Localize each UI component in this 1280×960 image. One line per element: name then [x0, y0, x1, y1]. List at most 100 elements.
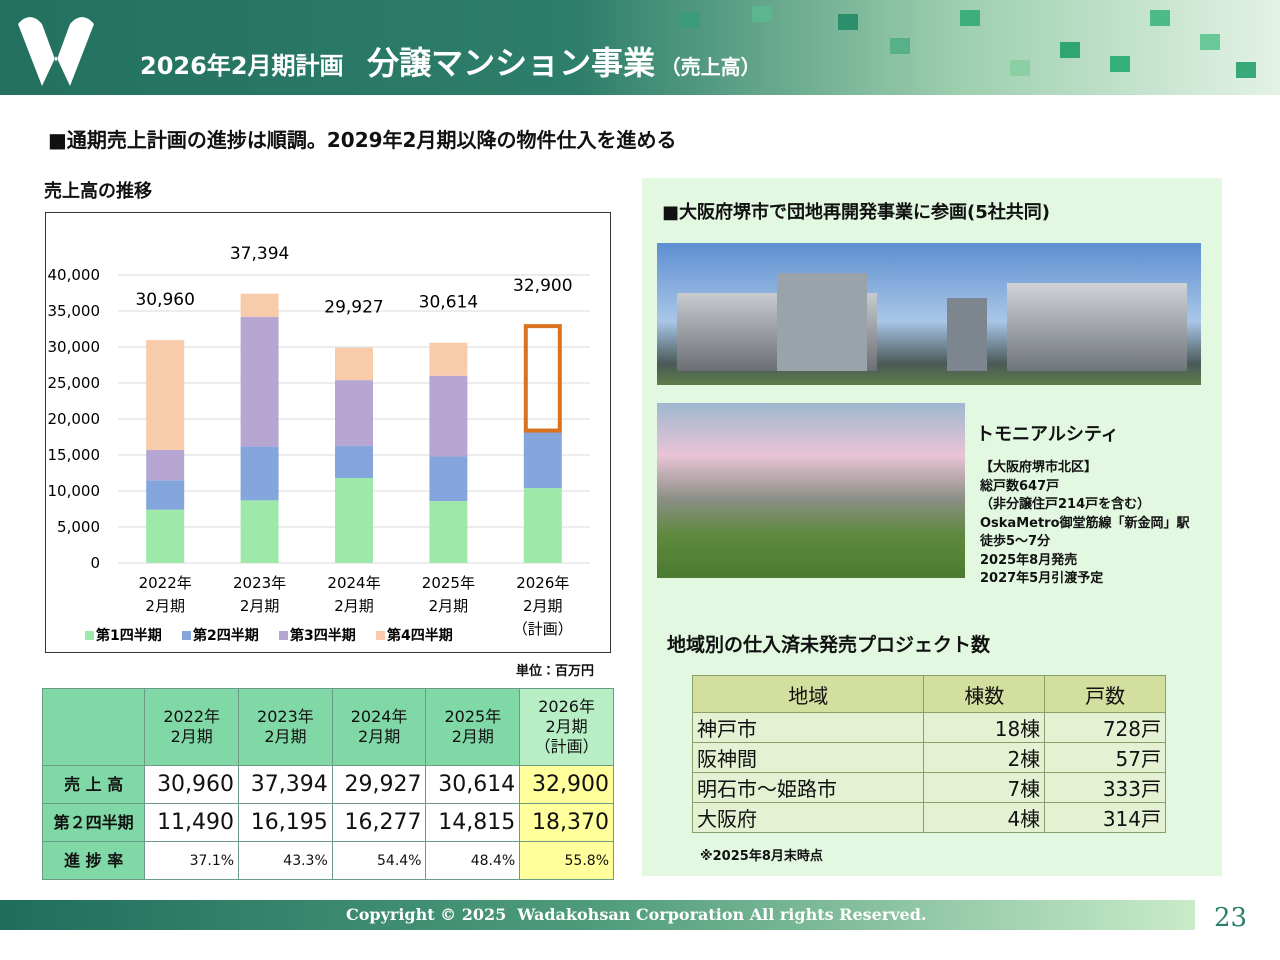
y-tick-label: 30,000	[48, 338, 101, 356]
legend-label: 第3四半期	[290, 627, 356, 644]
legend-swatch	[279, 631, 288, 640]
bar-segment	[335, 347, 373, 381]
total-label: 30,614	[419, 293, 478, 313]
table-cell: 32,900	[519, 765, 614, 804]
x-tick-label: 2023年	[233, 574, 286, 592]
total-label: 29,927	[324, 298, 383, 318]
column-header: 地域	[691, 675, 925, 713]
table-cell: 16,277	[331, 803, 427, 842]
table-cell: 54.4%	[331, 841, 427, 880]
column-header: 2023年 2月期	[238, 688, 333, 766]
bar-segment	[146, 480, 185, 510]
detail-line: 2025年8月発売	[980, 552, 1078, 568]
x-tick-label: （計画）	[513, 620, 573, 638]
project-details: 【大阪府堺市北区】 総戸数647戸 （非分譲住戸214戸を含む） OskaMetro御…	[980, 459, 1190, 589]
detail-line: （非分譲住戸214戸を含む）	[980, 497, 1151, 512]
y-tick-label: 35,000	[48, 302, 101, 320]
detail-line: 総戸数647戸	[980, 478, 1060, 494]
table-row: 第２四半期 11,490 16,195 16,277 14,815 18,370	[41, 803, 614, 842]
corner-cell	[41, 688, 146, 766]
column-header: 2025年 2月期	[425, 688, 521, 766]
header-line: 2月期	[451, 727, 494, 746]
legend-label: 第4四半期	[387, 627, 453, 644]
header-row: 地域 棟数 戸数	[691, 675, 1166, 713]
unit-note: 単位：百万円	[516, 664, 595, 679]
y-tick-label: 0	[90, 554, 100, 572]
header-line: 2023年	[257, 707, 314, 726]
table-cell: 43.3%	[238, 841, 333, 880]
bar-segment	[240, 316, 279, 447]
column-header: 2022年 2月期	[144, 688, 240, 766]
period: 2026年2月期計画	[140, 52, 344, 80]
total-label: 30,960	[135, 290, 194, 310]
x-tick-label: 2月期	[145, 597, 185, 615]
table-cell: 大阪府	[691, 802, 925, 833]
x-tick-label: 2026年	[516, 574, 569, 592]
row-label: 第２四半期	[41, 803, 146, 842]
region-note: ※2025年8月末時点	[700, 849, 823, 864]
table-cell: 11,490	[144, 803, 240, 842]
chart-frame	[45, 212, 611, 653]
header-line: 2025年	[444, 707, 502, 726]
bar-segment	[429, 501, 468, 563]
row-label: 売 上 高	[41, 765, 146, 804]
logo	[18, 17, 94, 86]
column-header: 棟数	[923, 675, 1046, 713]
table-cell: 明石市～姫路市	[691, 772, 925, 803]
x-tick-label: 2022年	[139, 574, 192, 592]
bar-segment	[335, 380, 373, 446]
x-tick-label: 2月期	[240, 597, 280, 615]
column-header: 2026年 2月期 （計画）	[519, 688, 614, 766]
legend-label: 第1四半期	[96, 627, 162, 644]
row-label: 進 捗 率	[41, 841, 146, 880]
table-cell: 4棟	[923, 802, 1046, 833]
table-cell: 18棟	[923, 712, 1046, 743]
legend-label: 第2四半期	[193, 627, 259, 644]
table-cell: 神戸市	[691, 712, 925, 743]
chart: 0 5,000 10,000 15,000 20,000 25,000 30,000 35,0…	[45, 212, 611, 653]
bar-segment	[146, 449, 185, 481]
y-tick-label: 10,000	[48, 482, 101, 500]
bar-segment	[146, 340, 185, 450]
bar-segment	[523, 488, 562, 563]
bar-segment	[335, 445, 373, 479]
table-cell: 30,960	[144, 765, 240, 804]
project-name: トモニアルシティ	[976, 424, 1119, 445]
chart-title: 売上高の推移	[44, 181, 152, 202]
legend-swatch	[182, 631, 191, 640]
header-line: 2024年	[350, 707, 408, 726]
header-line: 2022年	[163, 707, 221, 726]
table-row: 阪神間 2棟 57戸	[691, 742, 1166, 773]
page-number: 23	[1214, 903, 1248, 933]
bar-segment	[523, 430, 562, 489]
legend-swatch	[376, 631, 385, 640]
y-tick-label: 40,000	[48, 266, 101, 284]
x-tick-label: 2月期	[334, 597, 374, 615]
header-title: 2026年2月期計画 分譲マンション事業 （売上高）	[140, 38, 761, 84]
legend-swatch	[85, 631, 94, 640]
sales-table: 2022年 2月期 2023年 2月期 2024年 2月期 2025年 2月期 2026年 2月期…	[41, 688, 614, 880]
table-cell: 30,614	[425, 765, 521, 804]
footer-band	[0, 900, 1195, 930]
table-cell: 2棟	[923, 742, 1046, 773]
table-row: 神戸市 18棟 728戸	[691, 712, 1166, 743]
table-row: 売 上 高 30,960 37,394 29,927 30,614 32,900	[41, 765, 614, 804]
header-line: 2月期	[358, 727, 401, 746]
table-cell: 55.8%	[519, 841, 614, 880]
bar-segment	[146, 509, 185, 563]
detail-line: OskaMetro御堂筋線「新金岡」駅	[980, 515, 1190, 531]
x-tick-label: 2025年	[422, 574, 475, 592]
header-band	[0, 0, 1280, 95]
y-tick-label: 20,000	[48, 410, 101, 428]
bar-segment	[240, 500, 279, 563]
bar-segment	[429, 342, 468, 376]
x-tick-label: 2月期	[523, 597, 563, 615]
x-tick-label: 2024年	[327, 574, 380, 592]
table-cell: 37,394	[238, 765, 333, 804]
photo-exterior	[657, 243, 1201, 385]
table-cell: 37.1%	[144, 841, 240, 880]
detail-line: 2027年5月引渡予定	[980, 571, 1104, 586]
header-line: （計画）	[534, 737, 599, 756]
